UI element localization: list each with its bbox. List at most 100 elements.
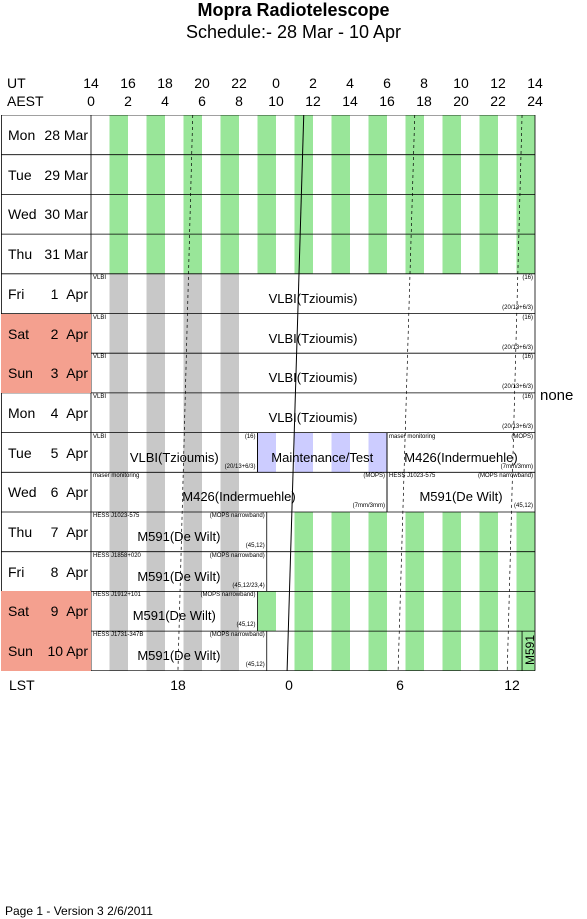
day-of-week: Tue bbox=[8, 444, 32, 461]
block-source: VLBI bbox=[93, 433, 107, 440]
band-cell bbox=[479, 234, 498, 274]
band-cell bbox=[368, 591, 387, 632]
day-date: 2 Apr bbox=[50, 325, 88, 342]
band-cell bbox=[516, 591, 535, 632]
block-label: VLBI(Tzioumis) bbox=[129, 449, 219, 465]
day-date: 3 Apr bbox=[50, 365, 88, 382]
lst-tick: 18 bbox=[170, 677, 186, 693]
block-backend: (16) bbox=[522, 354, 533, 361]
band-cell bbox=[220, 194, 239, 235]
band-cell bbox=[442, 591, 461, 632]
band-cell bbox=[183, 631, 202, 671]
band-cell bbox=[405, 591, 424, 632]
band-cell bbox=[146, 551, 165, 592]
band-cell bbox=[442, 631, 461, 671]
ut-tick: 4 bbox=[346, 75, 354, 91]
day-label: Sat 2 Apr bbox=[1, 313, 91, 354]
day-of-week: Thu bbox=[8, 246, 33, 263]
band-cell bbox=[109, 512, 128, 552]
band-cell bbox=[257, 591, 276, 632]
band-cell bbox=[257, 154, 276, 195]
aest-tick: 8 bbox=[235, 93, 243, 109]
block-label: VLBI(Tzioumis) bbox=[268, 370, 358, 386]
band-cell bbox=[331, 551, 350, 592]
band-cell bbox=[183, 432, 202, 473]
day-label: Thu 31 Mar bbox=[1, 234, 91, 274]
band-cell bbox=[479, 631, 498, 671]
band-cell bbox=[442, 551, 461, 592]
band-cell bbox=[331, 194, 350, 235]
day-date: 29 Mar bbox=[44, 166, 88, 183]
band-cell bbox=[109, 631, 128, 671]
block-band: (7mm/3mm) bbox=[352, 503, 385, 510]
band-cell bbox=[146, 353, 165, 393]
band-cell bbox=[516, 154, 535, 195]
band-cell bbox=[109, 392, 128, 433]
ut-tick: 22 bbox=[231, 75, 247, 91]
band-cell bbox=[368, 551, 387, 592]
day-date: 28 Mar bbox=[44, 127, 88, 143]
day-label: Tue 29 Mar bbox=[1, 155, 91, 195]
ut-tick: 0 bbox=[272, 75, 280, 91]
day-of-week: Wed bbox=[8, 484, 37, 501]
band-cell bbox=[146, 115, 165, 155]
band-cell bbox=[405, 154, 424, 195]
aest-tick: 14 bbox=[342, 93, 358, 109]
block-source: HESS J1023-575 bbox=[389, 473, 436, 480]
schedule-grid bbox=[1, 115, 536, 671]
day-of-week: Wed bbox=[8, 206, 37, 223]
day-label: Wed 6 Apr bbox=[1, 472, 91, 512]
band-cell bbox=[146, 273, 165, 314]
ut-tick: 18 bbox=[157, 75, 173, 91]
day-of-week: Fri bbox=[8, 285, 25, 302]
band-cell bbox=[109, 591, 128, 632]
day-date: 30 Mar bbox=[44, 206, 88, 223]
ut-tick: 8 bbox=[420, 75, 428, 91]
band-cell bbox=[220, 313, 239, 354]
aest-tick: 18 bbox=[416, 93, 432, 109]
band-cell bbox=[368, 631, 387, 671]
band-cell bbox=[220, 353, 239, 393]
band-cell bbox=[405, 115, 424, 155]
band-cell bbox=[183, 234, 202, 274]
ut-axis-label: UT bbox=[7, 75, 26, 91]
band-cell bbox=[146, 194, 165, 235]
band-cell bbox=[294, 194, 313, 235]
day-date: 4 Apr bbox=[50, 404, 88, 421]
block-source: maser monitoring bbox=[93, 473, 140, 480]
block-backend: (MOPS narrowband) bbox=[209, 552, 265, 559]
aest-tick: 24 bbox=[527, 93, 543, 109]
band-cell bbox=[183, 154, 202, 195]
band-cell bbox=[368, 432, 387, 473]
block-label: M426(Indermuehle) bbox=[182, 489, 296, 505]
band-cell bbox=[109, 273, 128, 314]
band-cell bbox=[294, 234, 313, 274]
band-cell bbox=[294, 631, 313, 671]
block-backend: (MOPS narrowband) bbox=[200, 592, 256, 599]
band-cell bbox=[405, 512, 424, 552]
band-cell bbox=[479, 591, 498, 632]
day-of-week: Sat bbox=[8, 603, 30, 620]
aest-tick: 10 bbox=[268, 93, 284, 109]
lst-zero-line bbox=[286, 115, 305, 671]
band-cell bbox=[109, 313, 128, 354]
day-date: 6 Apr bbox=[50, 484, 88, 501]
band-cell bbox=[331, 234, 350, 274]
block-backend: (MOPS) bbox=[511, 433, 533, 440]
aest-axis-label: AEST bbox=[7, 93, 44, 109]
band-cell bbox=[257, 115, 276, 155]
band-cell bbox=[220, 273, 239, 314]
block-label: M591(De Wilt) bbox=[419, 489, 503, 505]
band-cell bbox=[479, 154, 498, 195]
day-label: Fri 8 Apr bbox=[1, 552, 91, 592]
band-cell bbox=[220, 472, 239, 512]
band-cell bbox=[183, 472, 202, 512]
ut-tick: 10 bbox=[453, 75, 469, 91]
block-backend: (MOPS narrowband) bbox=[209, 513, 265, 519]
block-source: HESS J1858+020 bbox=[93, 552, 141, 559]
band-cell bbox=[183, 194, 202, 235]
band-cell bbox=[442, 154, 461, 195]
band-cell bbox=[516, 194, 535, 235]
band-cell bbox=[516, 234, 535, 274]
day-of-week: Mon bbox=[8, 404, 36, 421]
